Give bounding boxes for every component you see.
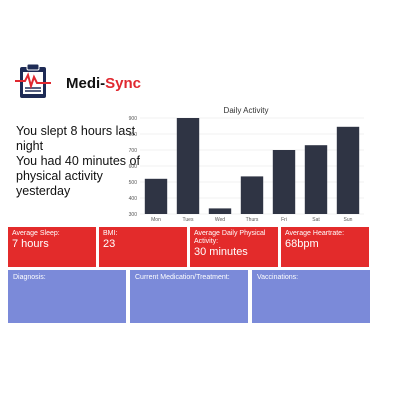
- app-title: Medi-Sync: [66, 75, 141, 92]
- y-tick-label: 700: [129, 148, 138, 154]
- clipboard-heartbeat-icon: [15, 63, 51, 98]
- daily-activity-chart: Daily Activity 300 400 500 600 700 800 900 Mon…: [129, 106, 364, 223]
- bar-mon: [144, 178, 168, 214]
- medication-label: Current Medication/Treatment:: [135, 274, 230, 281]
- app-title-part1: Medi-: [66, 75, 106, 92]
- bmi-card: BMI: 23: [99, 227, 187, 267]
- average-heartrate-card: Average Heartrate: 68bpm: [281, 227, 369, 267]
- sleep-summary-text: You slept 8 hours last night: [16, 124, 136, 153]
- average-heartrate-value: 68bpm: [285, 238, 319, 250]
- average-activity-card: Average Daily Physical Activity: 30 minu…: [190, 227, 278, 267]
- bmi-label: BMI:: [103, 230, 118, 237]
- bar-sat: [304, 145, 328, 214]
- average-sleep-card: Average Sleep: 7 hours: [8, 227, 96, 267]
- y-tick-label: 300: [129, 212, 138, 218]
- medication-panel[interactable]: Current Medication/Treatment:: [130, 270, 248, 323]
- y-tick-label: 900: [129, 116, 138, 122]
- average-sleep-label: Average Sleep:: [12, 230, 60, 237]
- daily-summary: You slept 8 hours last night You had 40 …: [16, 124, 144, 199]
- vaccinations-label: Vaccinations:: [257, 274, 299, 281]
- diagnosis-label: Diagnosis:: [13, 274, 46, 281]
- y-tick-label: 500: [129, 180, 138, 186]
- chart-title: Daily Activity: [224, 106, 269, 115]
- bar-thurs: [240, 176, 264, 214]
- x-tick-label: Mon: [151, 217, 161, 223]
- average-sleep-value: 7 hours: [12, 238, 49, 250]
- app-title-part2: Sync: [105, 75, 142, 92]
- bar-wed: [208, 208, 232, 214]
- bar-sun: [336, 126, 360, 214]
- bmi-value: 23: [103, 238, 116, 250]
- average-activity-value: 30 minutes: [194, 246, 248, 258]
- bar-fri: [272, 150, 296, 214]
- vaccinations-panel[interactable]: Vaccinations:: [252, 270, 370, 323]
- x-tick-label: Wed: [215, 217, 225, 223]
- x-tick-label: Fri: [281, 217, 287, 223]
- x-tick-label: Sun: [344, 217, 353, 223]
- x-tick-label: Thurs: [246, 217, 259, 223]
- diagnosis-panel[interactable]: Diagnosis:: [8, 270, 126, 323]
- x-tick-label: Tues: [183, 217, 194, 223]
- average-activity-label: Average Daily Physical Activity:: [194, 230, 266, 245]
- x-tick-label: Sat: [312, 217, 320, 223]
- bar-tues: [176, 118, 200, 214]
- activity-summary-text: You had 40 minutes of physical activity …: [16, 154, 140, 198]
- average-heartrate-label: Average Heartrate:: [285, 230, 345, 237]
- y-tick-label: 400: [129, 196, 138, 202]
- y-tick-label: 800: [129, 132, 138, 138]
- y-tick-label: 600: [129, 164, 138, 170]
